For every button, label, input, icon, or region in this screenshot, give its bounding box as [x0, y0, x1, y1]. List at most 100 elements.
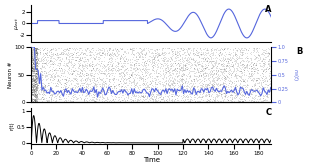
- Point: [263, 52, 268, 55]
- Point: [175, 80, 180, 83]
- Point: [69, 87, 74, 90]
- Point: [129, 99, 134, 102]
- Point: [154, 48, 159, 51]
- Y-axis label: Neuron #: Neuron #: [8, 62, 13, 88]
- Point: [260, 76, 265, 79]
- Point: [29, 75, 34, 78]
- Point: [71, 52, 76, 55]
- Point: [192, 79, 197, 82]
- Point: [155, 71, 160, 74]
- Point: [193, 89, 198, 92]
- Point: [29, 61, 34, 63]
- Point: [188, 66, 193, 68]
- Point: [84, 66, 89, 69]
- Point: [220, 83, 225, 86]
- Point: [77, 47, 82, 50]
- Point: [172, 67, 177, 70]
- Point: [203, 93, 208, 95]
- Point: [185, 98, 190, 100]
- Point: [124, 99, 129, 102]
- Point: [49, 76, 54, 78]
- Point: [149, 60, 154, 63]
- Point: [78, 58, 83, 61]
- Point: [145, 49, 150, 52]
- Point: [228, 70, 233, 73]
- Point: [160, 97, 165, 99]
- Point: [250, 66, 255, 69]
- Point: [47, 99, 52, 102]
- Point: [207, 58, 212, 61]
- Point: [212, 99, 217, 102]
- Point: [48, 73, 53, 76]
- Point: [98, 61, 103, 64]
- Point: [196, 100, 201, 103]
- Point: [180, 64, 185, 66]
- Point: [193, 67, 197, 70]
- Point: [261, 49, 266, 52]
- Point: [146, 93, 151, 95]
- Point: [133, 86, 138, 88]
- Point: [199, 96, 204, 99]
- Point: [41, 60, 46, 63]
- Point: [128, 80, 133, 83]
- Point: [123, 74, 128, 77]
- Point: [268, 101, 273, 104]
- Point: [116, 82, 121, 85]
- Point: [167, 71, 172, 73]
- Point: [77, 60, 82, 63]
- Point: [137, 64, 142, 67]
- Point: [30, 70, 35, 73]
- Point: [32, 92, 37, 94]
- Point: [33, 71, 38, 74]
- Point: [192, 85, 197, 87]
- Point: [161, 78, 166, 80]
- Point: [46, 73, 51, 76]
- Point: [224, 64, 229, 66]
- Point: [76, 62, 81, 65]
- Point: [58, 62, 63, 65]
- Point: [51, 68, 56, 71]
- Point: [212, 85, 217, 87]
- Point: [71, 70, 76, 73]
- Point: [210, 73, 215, 76]
- Point: [30, 86, 35, 89]
- Point: [66, 86, 71, 88]
- Point: [254, 93, 259, 96]
- Point: [31, 87, 36, 89]
- Point: [113, 87, 118, 89]
- Point: [35, 60, 40, 62]
- Point: [34, 79, 39, 82]
- Point: [209, 87, 214, 89]
- Point: [252, 68, 257, 71]
- Point: [159, 47, 164, 50]
- Point: [180, 82, 185, 85]
- Point: [69, 61, 74, 63]
- Point: [107, 69, 112, 72]
- Point: [129, 74, 134, 77]
- Point: [33, 91, 38, 94]
- Point: [144, 88, 149, 91]
- Point: [29, 85, 34, 87]
- Point: [116, 75, 121, 77]
- Point: [126, 90, 131, 93]
- Point: [223, 58, 228, 61]
- Point: [143, 100, 148, 103]
- Point: [193, 92, 198, 95]
- Point: [153, 75, 158, 78]
- Point: [208, 97, 213, 100]
- Point: [61, 68, 66, 71]
- Point: [59, 82, 64, 85]
- Point: [48, 47, 53, 50]
- Point: [152, 65, 157, 67]
- Point: [144, 62, 149, 65]
- Point: [165, 70, 170, 73]
- Point: [82, 89, 87, 92]
- Point: [211, 73, 216, 76]
- Point: [94, 69, 99, 72]
- Point: [71, 77, 76, 80]
- Point: [257, 98, 262, 100]
- Point: [232, 83, 237, 86]
- Point: [230, 65, 235, 67]
- Point: [184, 85, 189, 88]
- Point: [30, 67, 35, 70]
